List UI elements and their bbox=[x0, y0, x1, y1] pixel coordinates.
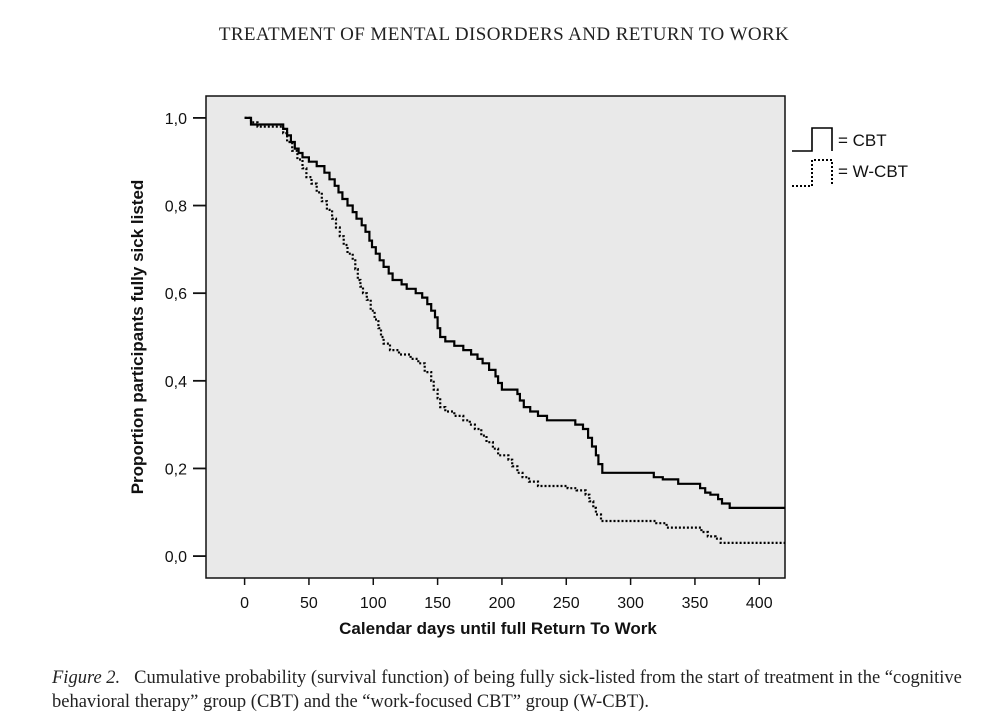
y-tick-label-3: 0,6 bbox=[165, 286, 187, 303]
x-tick-label-0: 0 bbox=[240, 595, 249, 612]
plot-area bbox=[205, 95, 786, 579]
legend: = CBT = W-CBT bbox=[792, 127, 908, 187]
legend-label-w-cbt: = W-CBT bbox=[838, 162, 908, 181]
y-tick-label-0: 0,0 bbox=[165, 549, 187, 566]
survival-chart: 0 50 100 150 200 250 300 350 400 0,0 0,2 0,4 0,6 0,8… bbox=[128, 95, 908, 638]
x-tick-label-400: 400 bbox=[746, 595, 773, 612]
x-axis-title: Calendar days until full Return To Work bbox=[339, 619, 657, 638]
x-tick-label-200: 200 bbox=[489, 595, 516, 612]
figure-caption: Figure 2. Cumulative probability (surviva… bbox=[52, 666, 1002, 714]
legend-label-cbt: = CBT bbox=[838, 131, 887, 150]
y-tick-label-2: 0,4 bbox=[165, 374, 187, 391]
y-tick-label-5: 1,0 bbox=[165, 111, 187, 128]
legend-swatch-cbt bbox=[792, 127, 833, 152]
y-tick-label-4: 0,8 bbox=[165, 199, 187, 216]
x-tick-label-100: 100 bbox=[360, 595, 387, 612]
x-tick-label-350: 350 bbox=[682, 595, 709, 612]
x-tick-label-50: 50 bbox=[300, 595, 318, 612]
series-line-w-cbt bbox=[244, 116, 785, 544]
x-tick-label-150: 150 bbox=[424, 595, 451, 612]
running-head: TREATMENT OF MENTAL DISORDERS AND RETURN… bbox=[218, 24, 790, 45]
x-tick-label-250: 250 bbox=[553, 595, 580, 612]
curves bbox=[244, 116, 785, 544]
y-axis-title: Proportion participants fully sick liste… bbox=[128, 180, 147, 495]
series-line-cbt bbox=[244, 116, 785, 509]
x-axis: 0 50 100 150 200 250 300 350 400 bbox=[240, 578, 773, 612]
legend-swatch-w-cbt bbox=[792, 159, 833, 187]
figure-label: Figure 2. bbox=[52, 668, 121, 688]
y-tick-label-1: 0,2 bbox=[165, 461, 187, 478]
caption-text: Cumulative probability (survival functio… bbox=[52, 668, 962, 712]
y-axis: 0,0 0,2 0,4 0,6 0,8 1,0 bbox=[165, 111, 206, 566]
x-tick-label-300: 300 bbox=[617, 595, 644, 612]
